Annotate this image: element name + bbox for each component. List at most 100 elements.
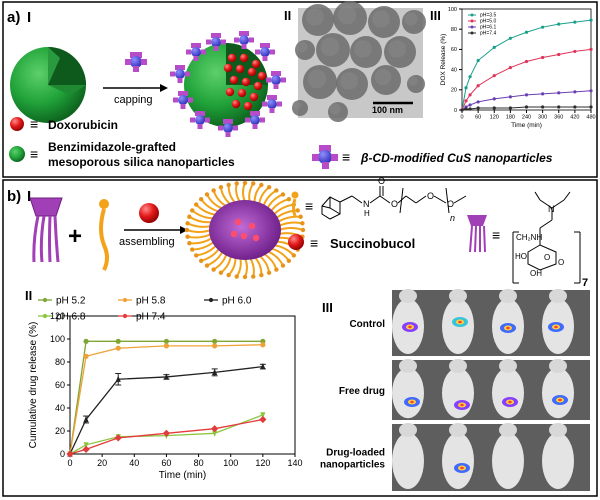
adamantane-head <box>198 197 204 202</box>
legend-label: pH 7.4 <box>136 311 166 322</box>
x-tick-label: 180 <box>506 115 515 121</box>
y-tick-label: 40 <box>451 67 457 73</box>
doxorubicin-molecule <box>241 77 251 87</box>
luminescence-peak <box>558 398 562 402</box>
series-line <box>69 365 263 455</box>
y-tick-label: 100 <box>50 334 65 344</box>
y-tick-label: 0 <box>454 108 457 114</box>
data-point <box>508 95 512 99</box>
succinobucol-legend-icon <box>288 234 304 250</box>
legend-marker <box>470 25 474 29</box>
data-point <box>557 91 561 95</box>
data-point <box>476 106 480 110</box>
drug-core-dot <box>240 232 248 240</box>
legend-marker <box>42 297 48 303</box>
adamantane-head <box>242 274 248 280</box>
x-tick-label: 140 <box>287 458 302 468</box>
panel-a-sub-iii: III <box>430 8 441 23</box>
x-tick-label: 120 <box>490 115 499 121</box>
legend-marker <box>208 297 214 303</box>
data-point <box>83 353 89 359</box>
adamantane-peg-structure <box>321 186 467 220</box>
msn-equiv: ≡ <box>30 146 38 162</box>
adamantane-head <box>190 208 195 213</box>
cus-cd-legend-icon <box>312 145 338 169</box>
doxorubicin-molecule <box>225 87 235 97</box>
y-tick-label: 60 <box>451 47 457 53</box>
y-tick-label: 0 <box>60 449 65 459</box>
adamantane-head <box>226 272 231 278</box>
msn-legend-icon <box>9 146 25 162</box>
chem-amine-n: N <box>548 204 555 214</box>
data-point <box>468 93 472 97</box>
chem-n-atom: N <box>363 199 370 209</box>
x-tick-label: 40 <box>129 458 139 468</box>
mouse-body <box>392 432 424 489</box>
adamantane-head <box>298 214 303 219</box>
scale-bar-label: 100 nm <box>372 105 403 115</box>
series-ph-3-5 <box>460 18 593 112</box>
doxorubicin-molecule <box>243 101 253 111</box>
legend-label: pH 6.8 <box>56 311 86 322</box>
doxorubicin-icon <box>10 117 24 131</box>
legend-label: pH 5.2 <box>56 295 86 306</box>
x-tick-label: 480 <box>586 115 595 121</box>
data-point <box>163 373 170 380</box>
panel-b-label: b) <box>7 188 21 205</box>
adamantane-head <box>300 221 305 226</box>
x-tick-label: 300 <box>538 115 547 121</box>
adamantane-peg-illustration <box>99 199 109 271</box>
data-point <box>508 65 512 70</box>
legend: pH 5.2 pH 5.8 pH 6.0 pH 6.8 pH 7.4 <box>38 295 252 322</box>
cus-cd-equiv: ≡ <box>342 149 350 165</box>
data-point <box>541 55 545 60</box>
adamantane-head <box>204 192 210 197</box>
mouse-head <box>399 289 417 303</box>
legend-marker <box>122 313 128 319</box>
adamantane-head <box>291 253 296 258</box>
doxorubicin-molecule <box>251 59 261 69</box>
data-point <box>524 93 529 97</box>
data-point <box>115 375 121 382</box>
data-point <box>589 105 593 109</box>
imaging-row-label: Control <box>349 319 385 330</box>
chem-h-atom: H <box>364 209 370 218</box>
adamantane-head <box>185 221 190 226</box>
adamantane-head <box>280 263 286 268</box>
chem-ch2nh: CH₂NH <box>516 233 542 242</box>
data-point <box>492 106 496 110</box>
adamantane-head <box>204 263 210 268</box>
adamantane-head <box>187 241 192 246</box>
data-point <box>260 363 266 370</box>
data-point <box>541 25 545 29</box>
series-ph-7-4 <box>66 415 267 458</box>
x-tick-label: 60 <box>161 458 171 468</box>
cus-cd-cap <box>218 119 238 137</box>
legend: pH=3.5pH=5.0pH=6.1pH=7.4 <box>468 13 496 37</box>
adamantane-head <box>218 270 224 275</box>
doxorubicin-molecule <box>249 92 259 102</box>
doxorubicin-label: Doxorubicin <box>48 118 118 132</box>
imaging-row-label: nanoparticles <box>320 460 385 471</box>
adamantane-head <box>259 182 264 188</box>
y-tick-label: 20 <box>55 426 65 436</box>
panel-a-sub-ii: II <box>284 8 291 23</box>
series-ph-5-0 <box>460 47 593 112</box>
adamantane-head <box>184 227 190 233</box>
data-point <box>212 430 218 437</box>
panel-a-sub-i: I <box>27 9 31 26</box>
drug-core-dot <box>230 230 238 238</box>
chem-ether-o: O <box>427 191 434 201</box>
legend-label: pH=3.5 <box>480 13 496 19</box>
adamantane-head <box>274 267 279 272</box>
x-tick-label: 420 <box>570 115 579 121</box>
data-point <box>589 47 593 52</box>
data-point <box>557 52 561 57</box>
panel-a: a) I capping <box>2 1 598 178</box>
chem-ester-o: O <box>391 199 398 209</box>
legend-marker <box>470 19 474 23</box>
luminescence-peak <box>408 325 412 329</box>
luminescence-peak <box>554 325 558 329</box>
data-point <box>464 107 468 111</box>
mouse-body <box>542 367 574 419</box>
